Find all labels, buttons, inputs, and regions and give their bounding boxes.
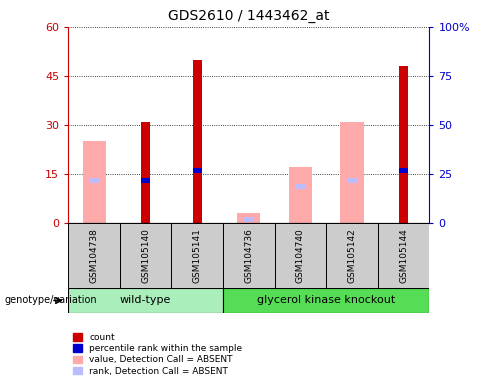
Bar [141, 178, 150, 183]
Legend: count, percentile rank within the sample, value, Detection Call = ABSENT, rank, : count, percentile rank within the sample… [73, 333, 242, 376]
Bar [68, 223, 120, 288]
Bar [141, 121, 150, 223]
Bar [399, 168, 408, 173]
Text: wild-type: wild-type [120, 295, 171, 306]
Bar [341, 121, 364, 223]
Bar [326, 223, 378, 288]
Bar [223, 223, 275, 288]
Text: GSM105142: GSM105142 [347, 228, 357, 283]
Bar [89, 178, 99, 183]
Bar [193, 168, 202, 173]
Bar [68, 288, 223, 313]
Bar [296, 184, 305, 189]
Bar [193, 60, 202, 223]
Text: GSM104740: GSM104740 [296, 228, 305, 283]
Bar [223, 288, 429, 313]
Title: GDS2610 / 1443462_at: GDS2610 / 1443462_at [168, 9, 329, 23]
Bar [275, 223, 326, 288]
Bar [378, 223, 429, 288]
Bar [399, 66, 408, 223]
Bar [237, 213, 261, 223]
Text: GSM105141: GSM105141 [193, 228, 202, 283]
Bar [82, 141, 106, 223]
Text: GSM104736: GSM104736 [244, 228, 253, 283]
Bar [289, 167, 312, 223]
Bar [120, 223, 171, 288]
Text: GSM105140: GSM105140 [141, 228, 150, 283]
Text: genotype/variation: genotype/variation [5, 295, 98, 306]
Bar [171, 223, 223, 288]
Text: GSM104738: GSM104738 [90, 228, 99, 283]
Bar [244, 217, 254, 222]
Text: GSM105144: GSM105144 [399, 228, 408, 283]
Bar [347, 178, 357, 183]
Text: glycerol kinase knockout: glycerol kinase knockout [257, 295, 395, 306]
